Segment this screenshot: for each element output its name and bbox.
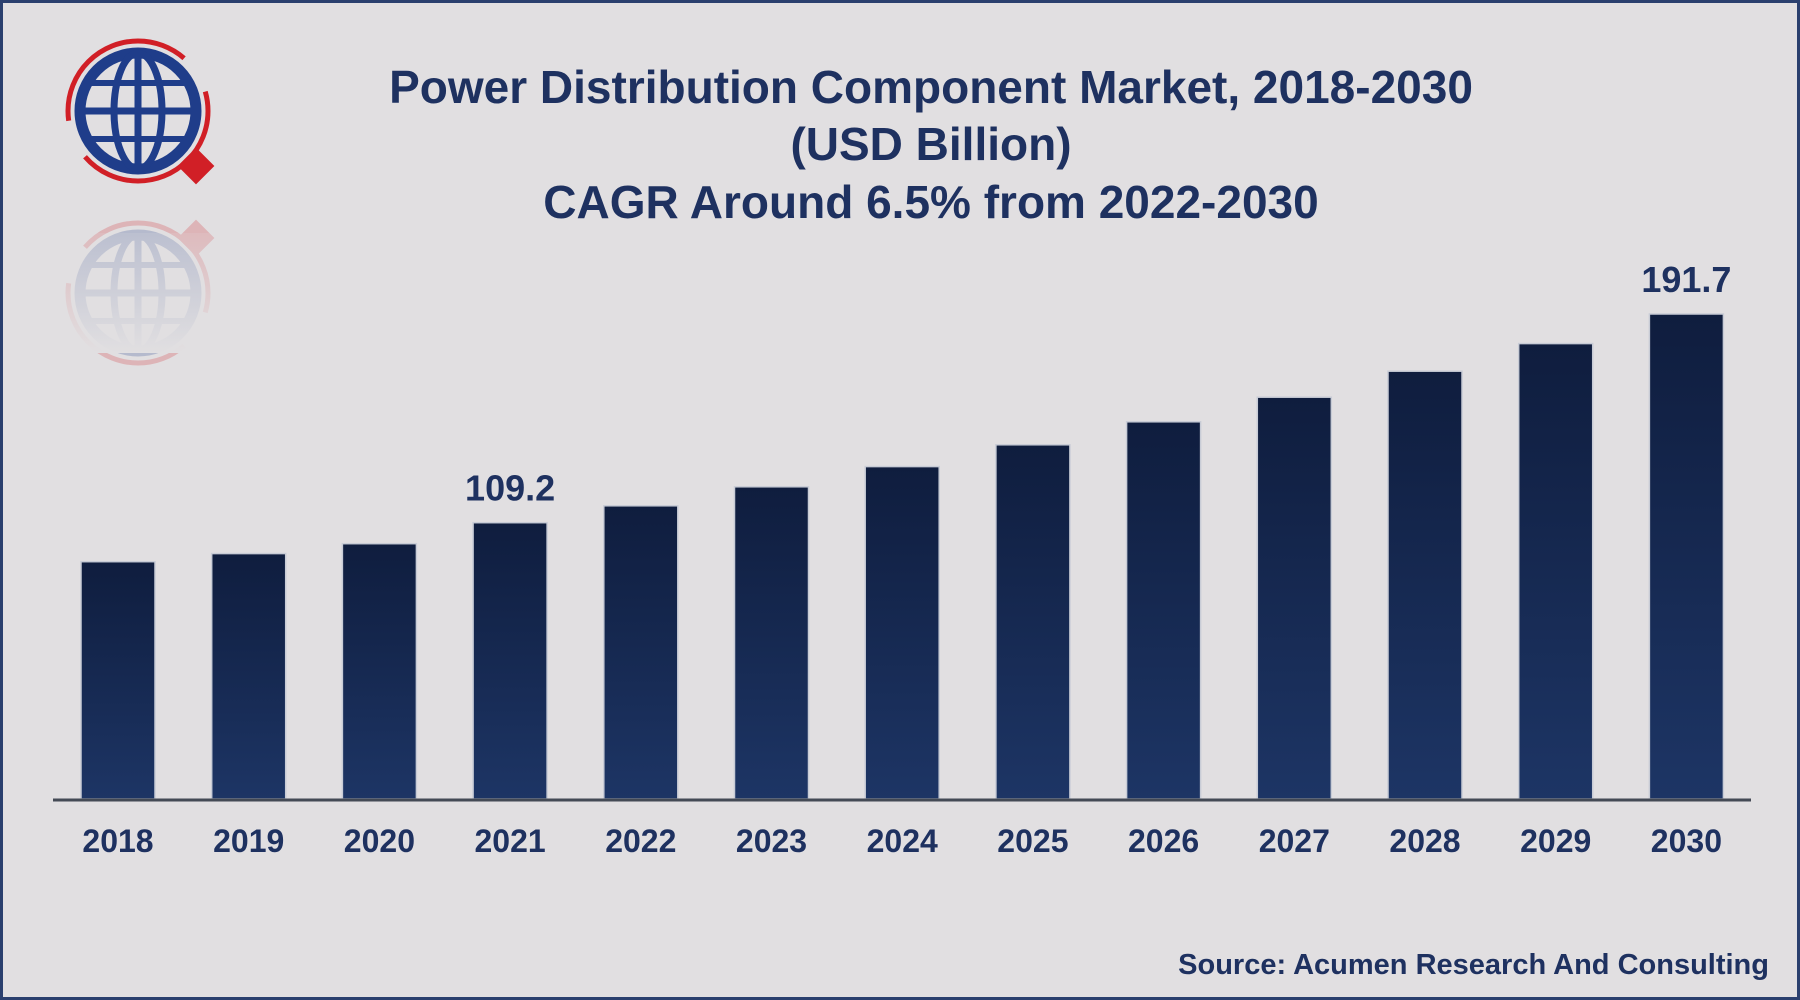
- bar-2024: [864, 465, 940, 800]
- x-tick-label-2029: 2029: [1520, 823, 1591, 859]
- x-tick-label-2025: 2025: [997, 823, 1068, 859]
- x-tick-label-2020: 2020: [344, 823, 415, 859]
- data-labels-group: 109.2 191.7: [465, 259, 1731, 509]
- bar-chart: Power Distribution Component Market, 201…: [43, 38, 1769, 981]
- bar-2026: [1125, 421, 1202, 800]
- bar-2027: [1256, 396, 1333, 800]
- x-tick-label-2022: 2022: [605, 823, 676, 859]
- bar-2022: [603, 505, 679, 800]
- x-tick-label-2024: 2024: [867, 823, 938, 859]
- data-label-2030: 191.7: [1641, 259, 1731, 300]
- bar-2021: [472, 521, 548, 800]
- source-text: Source: Acumen Research And Consulting: [1178, 949, 1769, 981]
- chart-title-line-2: (USD Billion): [790, 118, 1071, 170]
- bar-2028: [1387, 370, 1463, 800]
- bars-group: [80, 313, 1725, 800]
- bar-2030: [1648, 313, 1725, 800]
- x-tick-label-2030: 2030: [1651, 823, 1722, 859]
- x-tick-label-2021: 2021: [475, 823, 546, 859]
- x-tick-label-2023: 2023: [736, 823, 807, 859]
- x-tick-label-2026: 2026: [1128, 823, 1199, 859]
- bar-2023: [733, 486, 810, 800]
- x-tick-label-2027: 2027: [1259, 823, 1330, 859]
- bar-2029: [1517, 342, 1594, 800]
- bar-2025: [995, 444, 1071, 800]
- bar-2019: [210, 552, 287, 800]
- x-tick-label-2019: 2019: [213, 823, 284, 859]
- x-tick-label-2028: 2028: [1389, 823, 1460, 859]
- x-tick-label-2018: 2018: [82, 823, 153, 859]
- chart-title-line-1: Power Distribution Component Market, 201…: [389, 61, 1473, 113]
- chart-title-line-3: CAGR Around 6.5% from 2022-2030: [543, 176, 1318, 228]
- data-label-2021: 109.2: [465, 468, 555, 509]
- bar-2020: [341, 542, 418, 800]
- x-tick-labels: 2018 2019 2020 2021 2022 2023 2024 2025 2026 2027…: [82, 823, 1722, 859]
- bar-2018: [80, 560, 156, 800]
- globe-magnifier-logo: [43, 38, 233, 366]
